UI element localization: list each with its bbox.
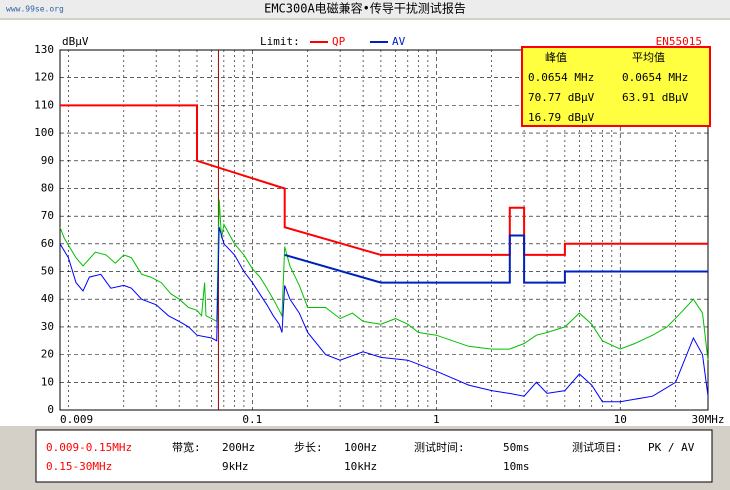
setting-value: 9kHz xyxy=(222,460,249,473)
title-bar xyxy=(0,0,730,18)
legend-label: Limit: xyxy=(260,35,300,48)
y-tick-label: 30 xyxy=(41,320,54,333)
readout-cell: 16.79 dBμV xyxy=(528,111,595,124)
setting-label: 测试时间: xyxy=(414,441,465,454)
y-tick-label: 110 xyxy=(34,98,54,111)
legend-label: QP xyxy=(332,35,346,48)
setting-label: 带宽: xyxy=(172,440,201,454)
x-tick-label: 0.1 xyxy=(242,413,262,426)
x-tick-label: 0.009 xyxy=(60,413,93,426)
legend-label: AV xyxy=(392,35,406,48)
y-axis-label: dBμV xyxy=(62,35,89,48)
y-tick-label: 70 xyxy=(41,209,54,222)
y-tick-label: 20 xyxy=(41,348,54,361)
standard: EN55015 xyxy=(656,35,702,48)
y-tick-label: 10 xyxy=(41,375,54,388)
setting-label: 步长: xyxy=(294,441,323,454)
y-tick-label: 90 xyxy=(41,154,54,167)
y-tick-label: 50 xyxy=(41,265,54,278)
trace xyxy=(59,227,709,403)
range: 0.009-0.15MHz xyxy=(46,441,132,454)
trace xyxy=(59,199,709,361)
setting-value: PK / AV xyxy=(648,441,695,454)
y-tick-label: 60 xyxy=(41,237,54,250)
x-tick-label: 10 xyxy=(614,413,627,426)
readout-cell: 0.0654 MHz xyxy=(528,71,594,84)
x-tick-label: 30MHz xyxy=(691,413,724,426)
readout-cell: 63.91 dBμV xyxy=(622,91,689,104)
y-tick-label: 130 xyxy=(34,43,54,56)
setting-value: 50ms xyxy=(503,441,530,454)
y-tick-label: 40 xyxy=(41,292,54,305)
readout-header: 峰值 xyxy=(545,51,567,64)
range: 0.15-30MHz xyxy=(46,460,112,473)
readout-box: 峰值 平均值 0.0654 MHz 0.0654 MHz 70.77 dBμV … xyxy=(521,46,711,127)
limit-line xyxy=(284,234,708,284)
setting-value: 10kHz xyxy=(344,460,377,473)
readout-frame xyxy=(521,46,711,127)
y-tick-label: 100 xyxy=(34,126,54,139)
setting-value: 10ms xyxy=(503,460,530,473)
y-tick-label: 120 xyxy=(34,71,54,84)
readout-cell: 0.0654 MHz xyxy=(622,71,688,84)
x-tick-label: 1 xyxy=(433,413,440,426)
y-tick-label: 0 xyxy=(47,403,54,416)
chart-title: EMC300A电磁兼容•传导干扰测试报告 xyxy=(264,1,466,16)
y-tick-label: 80 xyxy=(41,181,54,194)
setting-value: 100Hz xyxy=(344,441,377,454)
settings-box xyxy=(35,429,713,483)
watermark: www.99se.org xyxy=(6,5,64,14)
setting-label: 测试项目: xyxy=(572,441,623,454)
readout-header: 平均值 xyxy=(632,51,665,64)
setting-value: 200Hz xyxy=(222,441,255,454)
readout-cell: 70.77 dBμV xyxy=(528,91,595,104)
